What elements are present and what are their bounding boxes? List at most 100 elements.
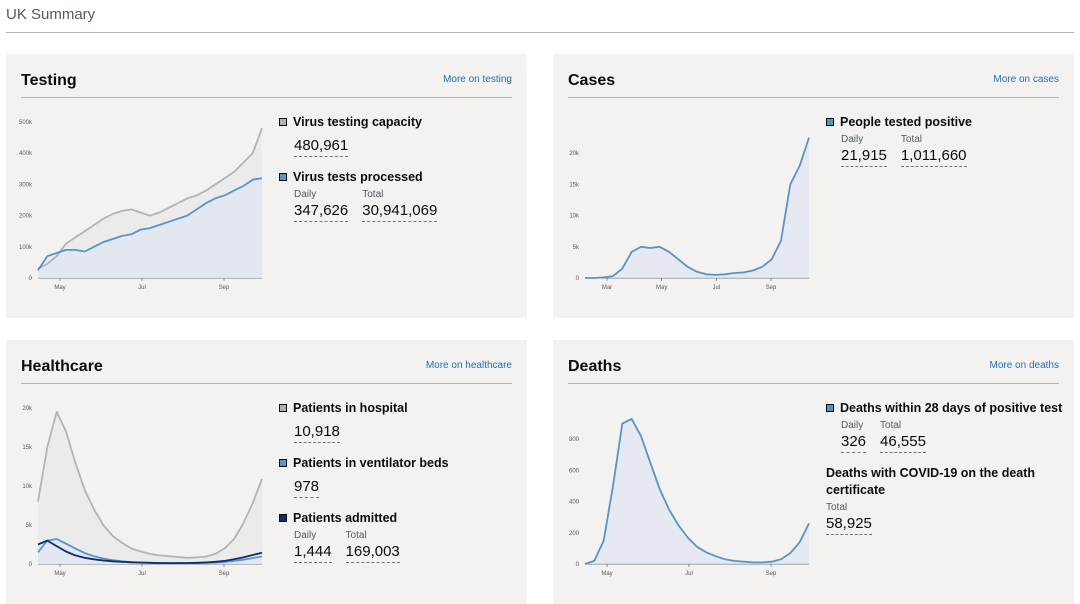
x-tick-label: Jul (685, 571, 693, 577)
metric-title: Virus testing capacity (293, 115, 422, 129)
metric-value[interactable]: 58,925 (826, 514, 872, 535)
metric-title: Deaths with COVID-19 on the death certif… (826, 466, 1036, 497)
y-tick-label: 15k (569, 182, 580, 188)
x-tick-label: Jul (138, 571, 146, 577)
more-on-deaths-link[interactable]: More on deaths (989, 360, 1060, 371)
more-on-cases-link[interactable]: More on cases (993, 74, 1059, 85)
deaths-chart: 0 200 400 600 800 May Jul Sep (569, 417, 810, 577)
metric-deaths-with-covid-on-certificate: Deaths with COVID-19 on the death certif… (826, 465, 1064, 535)
y-tick-label: 600 (569, 468, 580, 474)
series-line (37, 410, 263, 559)
metric-title: Patients in hospital (293, 401, 408, 415)
y-tick-label: 0 (576, 276, 580, 282)
metric-value[interactable]: 30,941,069 (362, 201, 438, 222)
y-tick-label: 200k (19, 214, 33, 220)
metric-virus-testing-capacity: Virus testing capacity 480,961 (279, 114, 517, 157)
card-title: Cases (568, 72, 616, 89)
metric-people-tested-positive: People tested positive Daily 21,915 Total… (826, 114, 1064, 167)
metric-value[interactable]: 480,961 (294, 136, 349, 157)
metric-title: People tested positive (840, 115, 972, 129)
metric-title: Patients in ventilator beds (293, 456, 449, 470)
metric-label: Daily (294, 189, 317, 200)
x-tick-label: May (601, 571, 612, 577)
metric-value[interactable]: 978 (294, 477, 320, 498)
y-tick-label: 10k (22, 484, 33, 490)
metric-label: Total (826, 502, 848, 513)
metric-title: Virus tests processed (293, 170, 423, 184)
x-tick-label: May (54, 571, 65, 577)
cases-chart: 0 5k 10k 15k 20k Mar May Jul Sep (569, 137, 810, 291)
y-tick-label: 300k (19, 182, 33, 188)
deaths-card: Deaths More on deaths 0 200 400 600 800 May Ju… (553, 340, 1074, 604)
x-tick-label: May (656, 285, 667, 291)
x-tick-label: Jul (138, 285, 146, 291)
card-header: Healthcare More on healthcare (21, 352, 512, 384)
y-tick-label: 800 (569, 437, 580, 443)
series-line (585, 137, 810, 279)
y-tick-label: 5k (26, 523, 33, 529)
x-tick-label: May (54, 285, 65, 291)
y-tick-label: 0 (29, 562, 33, 568)
series-area (38, 539, 262, 564)
metric-value[interactable]: 21,915 (841, 146, 887, 167)
metric-label: Total (880, 420, 902, 431)
series-line (37, 127, 263, 270)
testing-chart: 0 100k 200k 300k 400k 500k May Jul Sep (19, 120, 263, 291)
metric-label: Total (900, 134, 923, 145)
series-area (585, 418, 809, 564)
swatch-blue (826, 404, 834, 412)
metric-value[interactable]: 46,555 (880, 432, 926, 453)
more-on-testing-link[interactable]: More on testing (443, 74, 512, 85)
y-tick-label: 10k (569, 214, 580, 220)
metric-patients-admitted: Patients admitted Daily 1,444 Total 169,00… (279, 510, 517, 563)
swatch-blue (279, 459, 287, 467)
more-on-healthcare-link[interactable]: More on healthcare (425, 360, 512, 371)
card-title: Testing (21, 72, 77, 89)
metric-title: Deaths within 28 days of positive test (840, 401, 1063, 415)
series-area (585, 137, 809, 278)
card-title: Deaths (568, 358, 622, 375)
x-tick-label: Mar (602, 285, 612, 291)
metric-patients-in-hospital: Patients in hospital 10,918 (279, 400, 517, 443)
metric-value[interactable]: 169,003 (345, 542, 400, 563)
metric-label: Daily (294, 530, 317, 541)
swatch-grey (279, 118, 287, 126)
y-tick-label: 400k (19, 151, 33, 157)
card-header: Deaths More on deaths (568, 352, 1059, 384)
y-tick-label: 200 (569, 531, 580, 537)
card-title: Healthcare (21, 358, 103, 375)
series-line (37, 177, 263, 271)
y-tick-label: 5k (573, 245, 580, 251)
x-tick-label: Jul (712, 285, 720, 291)
testing-card: Testing More on testing 0 100k 200k 300k 400… (6, 54, 527, 318)
x-tick-label: Sep (766, 571, 777, 577)
y-tick-label: 15k (22, 445, 33, 451)
series-area (38, 411, 262, 564)
metric-value[interactable]: 326 (841, 432, 867, 453)
series-line (37, 539, 263, 565)
metric-title: Patients admitted (293, 511, 398, 525)
series-line (584, 417, 810, 565)
y-tick-label: 400 (569, 500, 580, 506)
metric-label: Daily (841, 134, 864, 145)
y-tick-label: 100k (19, 245, 33, 251)
swatch-blue (279, 173, 287, 181)
page-title: UK Summary (6, 6, 96, 23)
x-tick-label: Sep (766, 285, 777, 291)
metric-patients-in-ventilator-beds: Patients in ventilator beds 978 (279, 455, 517, 498)
card-header: Testing More on testing (21, 66, 512, 98)
metric-label: Daily (841, 420, 864, 431)
y-tick-label: 0 (29, 276, 33, 282)
x-tick-label: Sep (219, 571, 230, 577)
metric-label: Total (345, 530, 367, 541)
metric-virus-tests-processed: Virus tests processed Daily 347,626 Total… (279, 169, 517, 222)
metric-value[interactable]: 347,626 (294, 201, 349, 222)
swatch-navy (279, 514, 287, 522)
metric-value[interactable]: 1,011,660 (900, 146, 967, 167)
metric-value[interactable]: 10,918 (294, 422, 340, 443)
metric-deaths-within-28-days: Deaths within 28 days of positive test D… (826, 400, 1064, 453)
y-tick-label: 0 (576, 562, 580, 568)
y-tick-label: 500k (19, 120, 33, 126)
metric-value[interactable]: 1,444 (294, 542, 332, 563)
swatch-blue (826, 118, 834, 126)
